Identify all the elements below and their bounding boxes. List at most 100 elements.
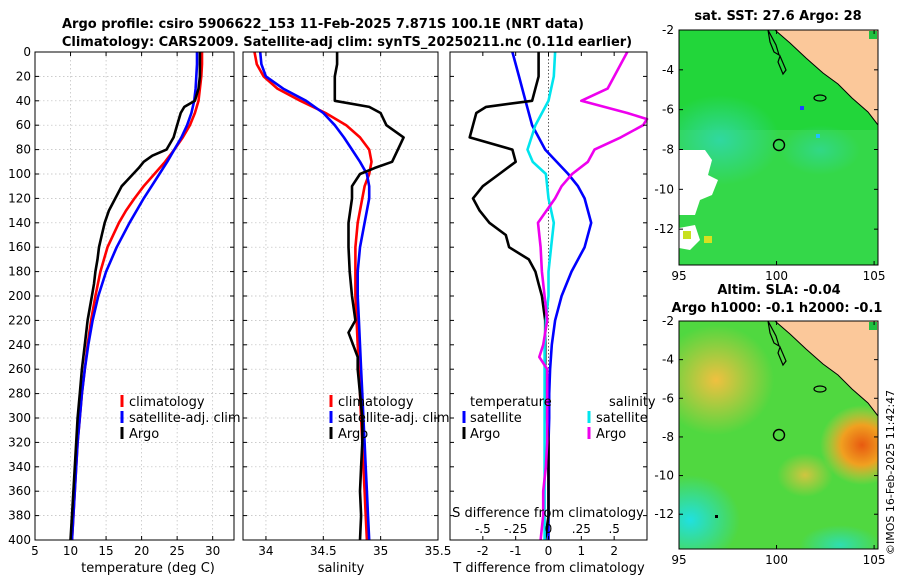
legend-label-satellite: satellite-adj. clim [129, 411, 241, 426]
x-tick-label: 34 [258, 544, 273, 558]
map-y-tick-label: -4 [662, 353, 674, 367]
sla-map-ticks: 95 100 105 -2 -4 -6 -8 -10 -12 [654, 314, 885, 567]
sla-high [679, 325, 774, 435]
salinity-panel: 34 34.5 35 35.5 [242, 51, 452, 558]
sst-map [679, 30, 878, 265]
series-line-satellite-adj-clim [70, 52, 199, 541]
legend-label-t-satellite: satellite [470, 411, 522, 426]
x-tick-label: -2 [477, 544, 489, 558]
x-tick-label: 5 [31, 544, 39, 558]
map-y-tick-label: -2 [662, 314, 674, 328]
sst-green-pixel [869, 31, 877, 39]
legend-label-s-argo: Argo [596, 427, 626, 442]
y-tick-label: 140 [8, 216, 31, 230]
x-tick-label: 15 [98, 544, 113, 558]
legend-label-climatology: climatology [338, 395, 414, 410]
s-diff-tick-label: .25 [572, 522, 591, 536]
salinity-legend: climatology satellite-adj. clim Argo [329, 395, 450, 442]
sla-map-title-line1: Altim. SLA: -0.04 [717, 283, 840, 298]
x-tick-label: 30 [205, 544, 220, 558]
map-y-tick-label: -12 [654, 222, 674, 236]
y-tick-label: 360 [8, 484, 31, 498]
legend-label-satellite: satellite-adj. clim [338, 411, 450, 426]
legend-title-temperature: temperature [470, 395, 552, 410]
sla-island [813, 385, 827, 393]
sla-land [774, 321, 878, 417]
x-tick-label: 20 [134, 544, 149, 558]
y-tick-label: 40 [16, 94, 31, 108]
sst-cool-patch [679, 95, 780, 185]
temperature-panel: 0 20 40 60 80 100 120 140 160 180 200 220 240 260 280 3… [8, 45, 235, 558]
figure-title-line2: Climatology: CARS2009. Satellite-adj cli… [62, 35, 632, 50]
y-tick-label: 380 [8, 509, 31, 523]
s-diff-tick-label: .5 [608, 522, 619, 536]
sst-argo-marker [772, 138, 786, 152]
sst-island [813, 94, 827, 102]
x-tick-label: 0 [545, 544, 553, 558]
sst-cool-pixel [816, 134, 820, 138]
temperature-legend: climatology satellite-adj. clim Argo [120, 395, 241, 442]
y-tick-label: 200 [8, 289, 31, 303]
x-tick-label: 34.5 [310, 544, 337, 558]
map-y-tick-label: -6 [662, 391, 674, 405]
map-y-tick-label: -8 [662, 142, 674, 156]
series-line-argo [69, 52, 202, 541]
sla-argo-marker [772, 428, 786, 442]
y-tick-label: 60 [16, 118, 31, 132]
x-tick-label: 35.5 [425, 544, 452, 558]
sst-island [777, 54, 787, 76]
x-tick-label: 25 [170, 544, 185, 558]
sla-high [777, 453, 833, 497]
salinity-axis-label: salinity [318, 561, 365, 576]
legend-title-salinity: salinity [609, 395, 656, 410]
series-line-satellite-adj-clim [258, 51, 371, 541]
series-line-s-argo [536, 51, 649, 541]
series-line-s-satellite [526, 51, 557, 540]
y-tick-label: 20 [16, 69, 31, 83]
legend-label-t-argo: Argo [470, 427, 500, 442]
temperature-axis-label: temperature (deg C) [81, 561, 215, 576]
legend-label-s-satellite: satellite [596, 411, 648, 426]
x-tick-label: 10 [63, 544, 78, 558]
y-tick-label: 260 [8, 362, 31, 376]
map-x-tick-label: 105 [863, 553, 886, 567]
map-y-tick-label: -10 [654, 182, 674, 196]
s-difference-axis-label: S difference from climatology [452, 506, 644, 521]
y-tick-label: 220 [8, 313, 31, 327]
timestamp: ©IMOS 16-Feb-2025 11:42:47 [884, 390, 897, 555]
sst-warm-pixel [683, 231, 691, 239]
sst-missing-data [690, 182, 702, 191]
sla-map-title-line2: Argo h1000: -0.1 h2000: -0.1 [672, 301, 883, 316]
s-diff-tick-label: -.25 [504, 522, 527, 536]
y-tick-label: 280 [8, 387, 31, 401]
sla-map-frame [678, 320, 879, 550]
s-diff-tick-label: -.5 [475, 522, 491, 536]
sla-green-pixel [869, 322, 877, 330]
y-tick-label: 340 [8, 460, 31, 474]
series-line-t-satellite [511, 51, 593, 540]
y-tick-label: 180 [8, 265, 31, 279]
y-tick-label: 0 [23, 45, 31, 59]
sst-cool-pixel [800, 106, 804, 110]
map-y-tick-label: -12 [654, 507, 674, 521]
x-tick-label: -1 [510, 544, 522, 558]
sla-low [800, 525, 878, 549]
legend-label-argo: Argo [338, 427, 368, 442]
sst-map-frame [678, 29, 879, 266]
y-tick-label: 300 [8, 411, 31, 425]
map-y-tick-label: -8 [662, 430, 674, 444]
sla-dark-pixel [715, 515, 718, 518]
map-y-tick-label: -10 [654, 469, 674, 483]
sst-island [767, 30, 781, 57]
map-x-tick-label: 95 [671, 553, 686, 567]
sst-map-ticks: 95 100 105 -2 -4 -6 -8 -10 -12 [654, 23, 885, 283]
sla-island [767, 321, 781, 348]
sst-land [774, 30, 878, 126]
series-line-argo [333, 52, 405, 541]
map-x-tick-label: 100 [765, 269, 788, 283]
map-y-tick-label: -6 [662, 103, 674, 117]
x-tick-label: 35 [373, 544, 388, 558]
y-tick-label: 160 [8, 240, 31, 254]
x-tick-label: 1 [578, 544, 586, 558]
